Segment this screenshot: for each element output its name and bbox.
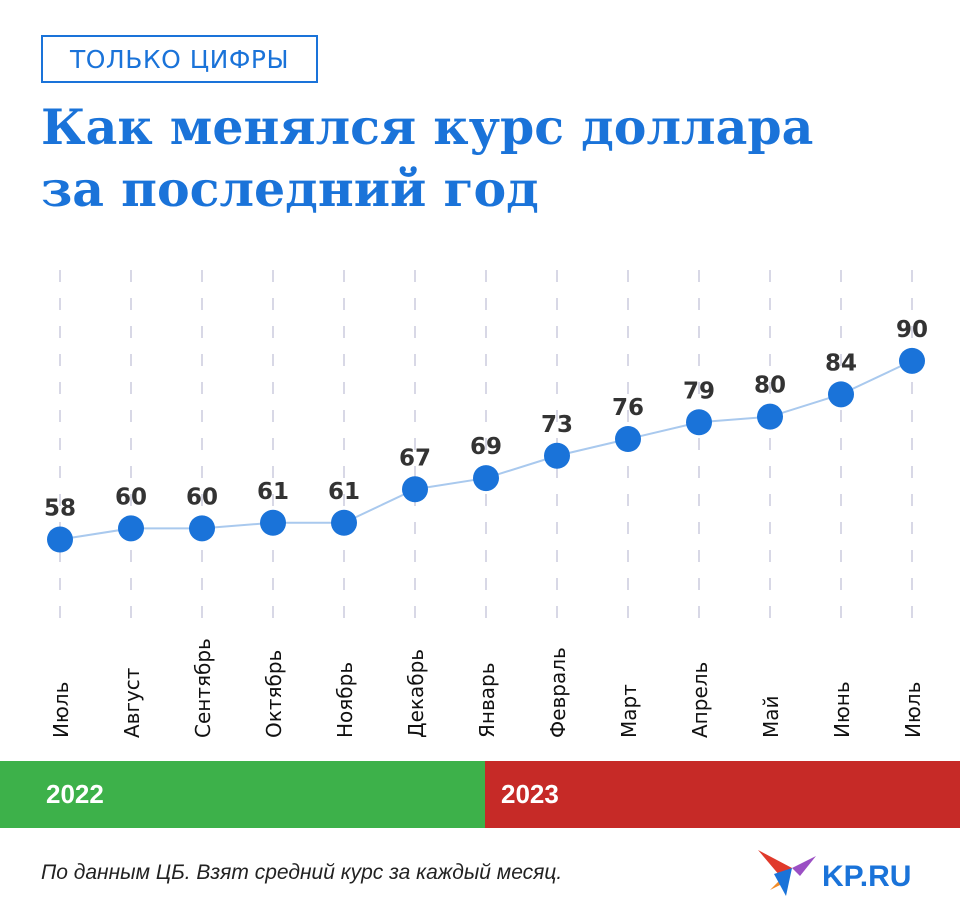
year-band-2023: 2023: [485, 761, 960, 828]
x-tick-label: Февраль: [546, 647, 570, 738]
kp-logo[interactable]: KP.RU: [756, 846, 936, 906]
logo-text: KP.RU: [822, 860, 911, 893]
x-tick-label: Июнь: [830, 681, 854, 738]
data-label: 61: [257, 479, 289, 505]
bird-icon: [758, 850, 816, 896]
data-label: 61: [328, 479, 360, 505]
x-tick-label: Апрель: [688, 662, 712, 738]
data-point: [118, 515, 144, 542]
source-footnote: По данным ЦБ. Взят средний курс за кажды…: [41, 861, 563, 884]
data-label: 67: [399, 445, 431, 471]
x-tick-label: Декабрь: [404, 649, 428, 738]
x-tick-label: Июль: [901, 682, 925, 738]
data-point: [686, 409, 712, 436]
data-point: [402, 476, 428, 503]
page-title: Как менялся курс доллара за последний го…: [41, 96, 921, 220]
data-point: [260, 509, 286, 536]
data-label: 73: [541, 412, 573, 438]
x-tick-label: Май: [759, 695, 783, 738]
line-chart: 58 60 60 61 61 67 69 73 76 79 80 84 90 Июль Август Сен…: [44, 270, 928, 739]
data-label: 79: [683, 378, 715, 404]
data-point: [899, 347, 925, 374]
x-tick-label: Июль: [49, 682, 73, 738]
data-label: 84: [825, 350, 857, 376]
x-tick-label: Октябрь: [262, 650, 286, 738]
x-tick-label: Сентябрь: [191, 638, 215, 738]
data-point: [473, 465, 499, 492]
x-tick-label: Январь: [475, 663, 499, 739]
data-label: 60: [115, 484, 147, 510]
title-line-1: Как менялся курс доллара: [41, 98, 814, 156]
data-point: [331, 509, 357, 536]
data-point: [828, 381, 854, 408]
x-tick-label: Март: [617, 684, 641, 738]
data-label: 69: [470, 434, 502, 460]
x-tick-label: Ноябрь: [333, 662, 357, 738]
data-point: [189, 515, 215, 542]
data-label: 58: [44, 496, 76, 522]
data-label: 90: [896, 317, 928, 343]
data-label: 76: [612, 395, 644, 421]
data-label: 60: [186, 484, 218, 510]
data-point: [544, 442, 570, 469]
section-tag: ТОЛЬКО ЦИФРЫ: [41, 35, 318, 83]
title-line-2: за последний год: [41, 160, 539, 218]
year-label-2023: 2023: [501, 779, 559, 809]
data-point: [757, 403, 783, 430]
year-band-2022: 2022: [0, 761, 485, 828]
x-tick-label: Август: [120, 667, 144, 738]
data-point: [47, 526, 73, 553]
data-label: 80: [754, 373, 786, 399]
year-label-2022: 2022: [46, 779, 104, 809]
data-point: [615, 426, 641, 452]
